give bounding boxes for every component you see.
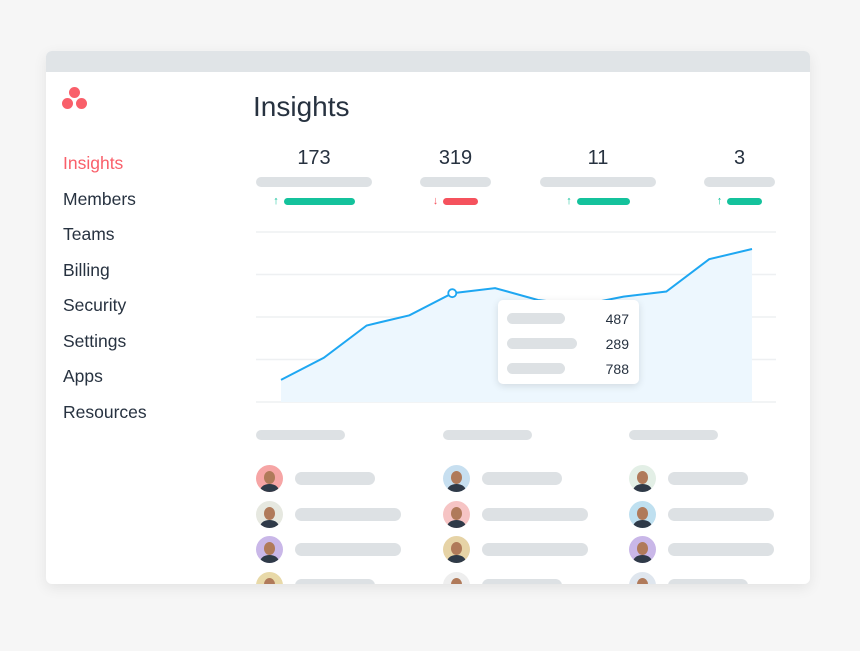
chart-tooltip: 487 289 788	[498, 300, 639, 384]
name-placeholder	[295, 578, 375, 584]
name-placeholder	[482, 472, 562, 486]
window-titlebar	[46, 51, 810, 72]
list-item[interactable]	[256, 461, 401, 497]
avatar	[629, 500, 656, 528]
avatar	[443, 536, 470, 564]
name-placeholder	[668, 507, 774, 521]
stat-label-placeholder	[256, 177, 372, 187]
sidebar-item-security[interactable]: Security	[63, 295, 127, 315]
tooltip-label-placeholder	[507, 313, 565, 324]
stat-label-placeholder	[540, 177, 656, 187]
stat-value: 319	[438, 147, 473, 169]
list-item[interactable]	[443, 568, 588, 584]
trend-bar	[576, 197, 630, 205]
list-item[interactable]	[256, 532, 401, 568]
tooltip-row: 487	[498, 306, 639, 331]
sidebar-item-billing[interactable]: Billing	[63, 259, 110, 280]
sidebar-item-insights[interactable]: Insights	[63, 153, 124, 173]
stat-value: 3	[733, 147, 746, 169]
column-header-placeholder	[629, 430, 718, 440]
name-placeholder	[482, 543, 588, 557]
name-placeholder	[482, 578, 562, 584]
avatar	[443, 571, 470, 584]
tooltip-label-placeholder	[507, 363, 565, 374]
list-item[interactable]	[443, 461, 588, 497]
name-placeholder	[295, 507, 401, 521]
arrow-up-icon: ↑	[273, 195, 279, 207]
avatar	[629, 571, 656, 584]
chart-line	[280, 248, 753, 381]
stat-card: 11 ↑	[540, 147, 656, 207]
tooltip-row: 289	[498, 331, 639, 356]
avatar	[256, 500, 283, 528]
people-column	[256, 430, 401, 584]
sidebar-item-apps[interactable]: Apps	[63, 366, 103, 386]
stat-card: 3 ↑	[704, 147, 775, 207]
name-placeholder	[668, 472, 748, 486]
avatar	[629, 465, 656, 493]
arrow-up-icon: ↑	[716, 195, 723, 207]
sidebar-item-teams[interactable]: Teams	[63, 224, 115, 244]
name-placeholder	[295, 472, 375, 486]
trend-bar	[727, 197, 763, 205]
avatar	[256, 536, 283, 564]
list-item[interactable]	[629, 532, 774, 568]
sidebar-nav: Insights Members Teams Billing Security …	[63, 153, 147, 437]
list-item[interactable]	[629, 497, 774, 533]
stat-label-placeholder	[420, 177, 491, 187]
column-header-placeholder	[443, 430, 532, 440]
stat-card: 319 ↓	[420, 147, 491, 207]
avatar	[629, 536, 656, 564]
name-placeholder	[668, 543, 774, 557]
people-column	[443, 430, 588, 584]
tooltip-value: 289	[605, 335, 629, 352]
list-item[interactable]	[629, 568, 774, 584]
trend-bar	[443, 197, 479, 205]
stat-value: 173	[297, 147, 331, 169]
list-item[interactable]	[443, 497, 588, 533]
asana-logo-icon	[62, 87, 88, 111]
name-placeholder	[295, 543, 401, 557]
tooltip-value: 788	[605, 360, 629, 377]
tooltip-label-placeholder	[507, 338, 577, 349]
stat-value: 11	[587, 147, 609, 169]
sidebar-item-resources[interactable]: Resources	[63, 401, 147, 422]
column-header-placeholder	[256, 430, 345, 440]
avatar	[443, 500, 470, 528]
list-item[interactable]	[256, 497, 401, 533]
highlighted-data-point	[447, 288, 458, 299]
tooltip-value: 487	[605, 310, 629, 327]
name-placeholder	[668, 578, 748, 584]
list-item[interactable]	[256, 568, 401, 584]
stat-label-placeholder	[704, 177, 775, 187]
avatar	[256, 465, 283, 493]
avatar	[256, 571, 283, 584]
name-placeholder	[482, 507, 588, 521]
trend-bar	[283, 197, 355, 205]
arrow-up-icon: ↑	[566, 195, 572, 207]
avatar	[443, 465, 470, 493]
list-item[interactable]	[629, 461, 774, 497]
app-window: Insights Members Teams Billing Security …	[46, 51, 810, 584]
stat-card: 173 ↑	[256, 147, 372, 207]
sidebar-item-members[interactable]: Members	[63, 188, 136, 209]
people-column	[629, 430, 774, 584]
arrow-down-icon: ↓	[432, 195, 439, 207]
sidebar-item-settings[interactable]: Settings	[63, 330, 127, 351]
tooltip-row: 788	[498, 356, 639, 381]
page-title: Insights	[253, 91, 350, 122]
list-item[interactable]	[443, 532, 588, 568]
